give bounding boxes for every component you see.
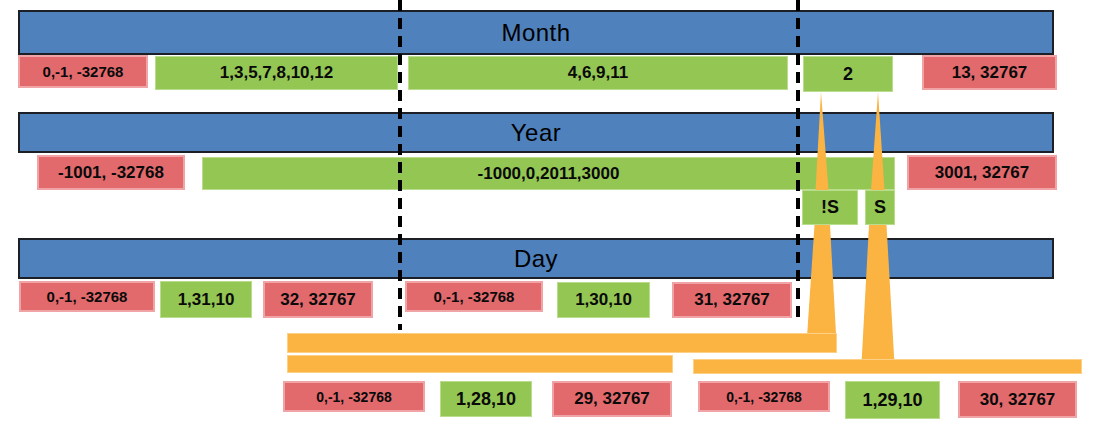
feb28-invalid-high-box: 29, 32767: [552, 381, 672, 417]
day30-invalid-high-box: 31, 32767: [672, 282, 792, 318]
nonleap-february-flow-bar-lower: [287, 355, 673, 373]
feb28-valid-box: 1,28,10: [440, 381, 532, 417]
leap-february-flow-bar: [693, 359, 1082, 374]
month-bar-label: Month: [501, 19, 570, 47]
day31-invalid-high-box: 32, 32767: [263, 281, 373, 318]
day31-valid-box: 1,31,10: [160, 281, 252, 318]
day30-invalid-low-box: 0,-1, -32768: [405, 281, 543, 312]
not-leap-year-flag: !S: [802, 190, 858, 225]
year-invalid-high-box: 3001, 32767: [907, 155, 1057, 190]
month-bar: Month: [18, 10, 1054, 55]
feb29-invalid-low-box: 0,-1, -32768: [698, 381, 830, 412]
partition-divider-line-right: [796, 0, 800, 320]
month-31day-months-box: 1,3,5,7,8,10,12: [155, 56, 398, 90]
day31-invalid-low-box: 0,-1, -32768: [19, 281, 155, 312]
month-invalid-high-box: 13, 32767: [922, 55, 1057, 90]
year-valid-box: -1000,0,2011,3000: [202, 157, 895, 190]
day-bar: Day: [18, 238, 1054, 279]
feb29-invalid-high-box: 30, 32767: [958, 381, 1077, 418]
feb28-invalid-low-box: 0,-1, -32768: [283, 381, 425, 412]
year-bar-label: Year: [511, 119, 562, 147]
leap-year-flag: S: [865, 190, 895, 225]
nonleap-february-flow-bar-upper: [287, 333, 837, 353]
day-bar-label: Day: [514, 245, 558, 273]
month-february-box: 2: [803, 56, 893, 92]
year-bar: Year: [18, 112, 1054, 153]
year-invalid-low-box: -1001, -32768: [37, 155, 185, 190]
date-equivalence-partitioning-diagram: Month 0,-1, -32768 1,3,5,7,8,10,12 4,6,9…: [0, 0, 1093, 436]
partition-divider-line-left: [398, 0, 402, 330]
month-invalid-low-box: 0,-1, -32768: [18, 55, 148, 88]
feb29-valid-box: 1,29,10: [845, 381, 940, 419]
month-30day-months-box: 4,6,9,11: [408, 56, 788, 90]
day30-valid-box: 1,30,10: [557, 282, 650, 318]
